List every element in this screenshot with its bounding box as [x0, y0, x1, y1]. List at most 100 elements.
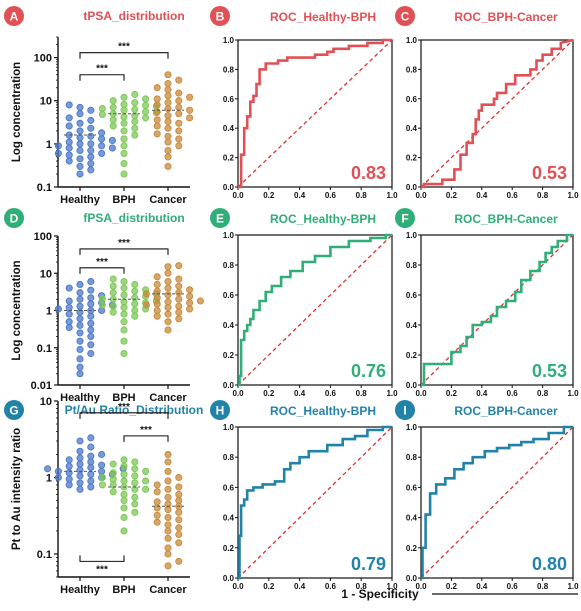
x-tick-label: 0.0 — [232, 582, 244, 591]
data-point — [142, 301, 150, 309]
data-point — [76, 155, 84, 163]
x-tick-label: 0.6 — [507, 582, 519, 591]
x-tick-label: 0.6 — [507, 389, 519, 398]
x-tick-label: 0.4 — [294, 389, 306, 398]
data-point — [142, 485, 150, 493]
significance-bracket: *** — [79, 64, 125, 81]
y-tick-label: 0.8 — [406, 65, 418, 74]
data-point — [186, 93, 194, 101]
data-point — [65, 475, 73, 483]
data-point — [164, 132, 172, 140]
data-point — [65, 157, 73, 165]
data-point — [131, 306, 139, 315]
data-point — [76, 140, 84, 148]
data-point — [131, 117, 139, 126]
data-point — [164, 521, 172, 529]
data-point — [120, 284, 128, 292]
data-point — [131, 90, 139, 98]
significance-bracket: *** — [79, 257, 125, 274]
y-tick-label: 0.4 — [223, 321, 235, 330]
data-point — [98, 142, 106, 150]
y-tick-label: 0.6 — [406, 291, 418, 300]
data-point — [65, 122, 73, 130]
data-point — [87, 477, 95, 485]
y-tick-label: 1 — [46, 472, 52, 484]
data-point — [164, 80, 172, 88]
data-point — [142, 101, 150, 109]
data-point — [87, 159, 95, 168]
data-point — [120, 527, 128, 535]
significance-bracket: *** — [123, 425, 169, 442]
data-point — [164, 284, 172, 292]
y-tick-label: 0.2 — [406, 544, 418, 553]
data-point — [153, 504, 161, 512]
data-point — [153, 84, 161, 92]
x-tick-label: 0.4 — [294, 191, 306, 200]
panel-title-H: ROC_Healthy-BPH — [270, 404, 376, 418]
y-tick-label: 0.6 — [223, 483, 235, 492]
data-point — [175, 89, 183, 97]
panel-badge-G: G — [4, 400, 24, 420]
x-tick-label: 0.8 — [537, 389, 549, 398]
panel-badge-H-letter: H — [216, 404, 225, 418]
panels: tPSA_distribution 0.1 1 10 100 Log concentrat… — [4, 6, 579, 596]
y-tick-label: 0.1 — [37, 182, 52, 194]
data-point — [120, 170, 128, 178]
significance-bracket: *** — [79, 42, 169, 59]
data-point — [164, 298, 172, 306]
x-tick-label: 0.8 — [356, 389, 368, 398]
plot-frame — [237, 426, 393, 579]
y-axis-label: Log concentration — [11, 260, 23, 360]
data-point — [120, 106, 128, 114]
panel-C: ROC_BPH-Cancer 0.00.0 0.2 0.2 0.4 0.4 0.6 0.6 0.… — [406, 10, 579, 200]
series-bph — [98, 456, 150, 535]
data-point — [76, 337, 84, 345]
series-healthy — [54, 277, 116, 378]
series-cancer — [142, 262, 204, 334]
x-tick-label: 0.8 — [537, 191, 549, 200]
data-point — [153, 511, 161, 519]
panel-badge-F-circle — [395, 208, 415, 228]
x-tick-label: Cancer — [149, 194, 187, 206]
panel-title-A: tPSA_distribution — [83, 9, 184, 23]
data-point — [76, 170, 84, 178]
data-point — [164, 485, 172, 493]
data-point — [186, 114, 194, 122]
series-cancer — [152, 71, 194, 170]
plot-frame — [237, 39, 393, 188]
data-point — [87, 146, 95, 155]
data-point — [44, 465, 52, 473]
data-point — [65, 297, 73, 305]
data-point — [131, 312, 139, 320]
data-point — [120, 456, 128, 464]
data-point — [196, 297, 204, 305]
bracket-line — [79, 555, 125, 562]
x-tick-label: 0.8 — [537, 582, 549, 591]
panel-D: fPSA_distribution 0.01 0.1 1 10 100 Log concen… — [11, 211, 204, 404]
data-point — [142, 290, 150, 298]
data-point — [87, 443, 95, 451]
data-point — [98, 481, 106, 489]
data-point — [164, 277, 172, 286]
data-point — [164, 162, 172, 170]
data-point — [186, 106, 194, 114]
panel-badge-D-circle — [4, 208, 24, 228]
y-tick-label: 0.4 — [406, 514, 418, 523]
y-tick-label: 1 — [46, 306, 52, 318]
panel-A: tPSA_distribution 0.1 1 10 100 Log concentrat… — [11, 9, 194, 206]
data-point — [153, 300, 161, 308]
data-point — [164, 550, 172, 558]
y-tick-label: 100 — [34, 53, 52, 65]
data-point — [164, 146, 172, 155]
data-point — [76, 454, 84, 462]
y-tick-label: 0.8 — [223, 453, 235, 462]
data-point — [87, 294, 95, 302]
auc-value: 0.53 — [532, 361, 567, 381]
data-point — [120, 310, 128, 318]
data-point — [65, 318, 73, 326]
panel-F: ROC_BPH-Cancer 0.00.0 0.2 0.2 0.4 0.4 0.6 0.6 0.… — [406, 212, 579, 398]
panel-title-D: fPSA_distribution — [83, 211, 184, 225]
data-point — [164, 477, 172, 485]
x-tick-label: 0.0 — [415, 389, 427, 398]
data-point — [87, 341, 95, 349]
